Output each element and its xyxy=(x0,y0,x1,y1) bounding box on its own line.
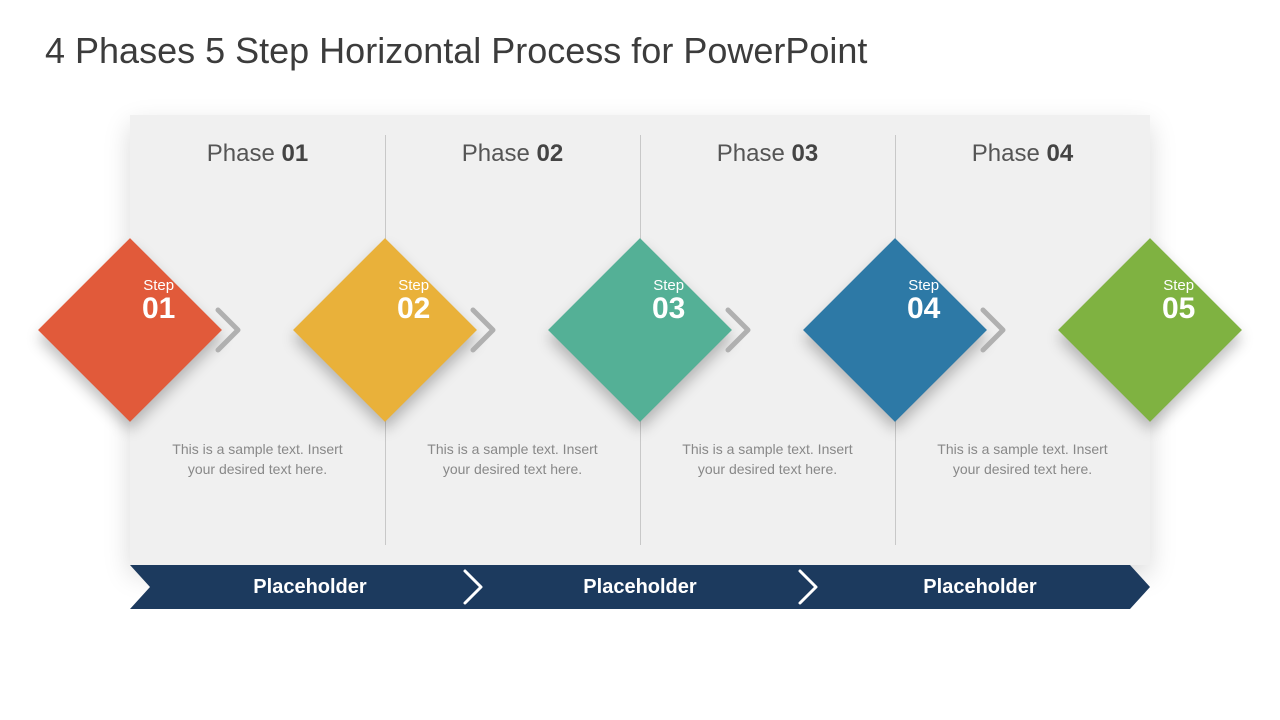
chevron-right-icon xyxy=(963,300,1023,360)
chevron-right-icon xyxy=(708,300,768,360)
phase-description: This is a sample text. Insert your desir… xyxy=(640,440,895,479)
phase-description: This is a sample text. Insert your desir… xyxy=(385,440,640,479)
phase-label: Phase 02 xyxy=(385,140,640,168)
phase-label: Phase 03 xyxy=(640,140,895,168)
ribbon-segment-label: Placeholder xyxy=(820,565,1140,609)
step-label: Step05 xyxy=(1114,277,1244,326)
page-title: 4 Phases 5 Step Horizontal Process for P… xyxy=(45,30,867,72)
bottom-ribbon: Placeholder Placeholder Placeholder xyxy=(130,565,1150,609)
ribbon-segment-label: Placeholder xyxy=(150,565,470,609)
phase-label: Phase 04 xyxy=(895,140,1150,168)
phase-label: Phase 01 xyxy=(130,140,385,168)
phase-description: This is a sample text. Insert your desir… xyxy=(130,440,385,479)
slide: 4 Phases 5 Step Horizontal Process for P… xyxy=(0,0,1280,720)
chevron-right-icon xyxy=(198,300,258,360)
chevron-right-icon xyxy=(453,300,513,360)
ribbon-segment-label: Placeholder xyxy=(480,565,800,609)
phase-description: This is a sample text. Insert your desir… xyxy=(895,440,1150,479)
